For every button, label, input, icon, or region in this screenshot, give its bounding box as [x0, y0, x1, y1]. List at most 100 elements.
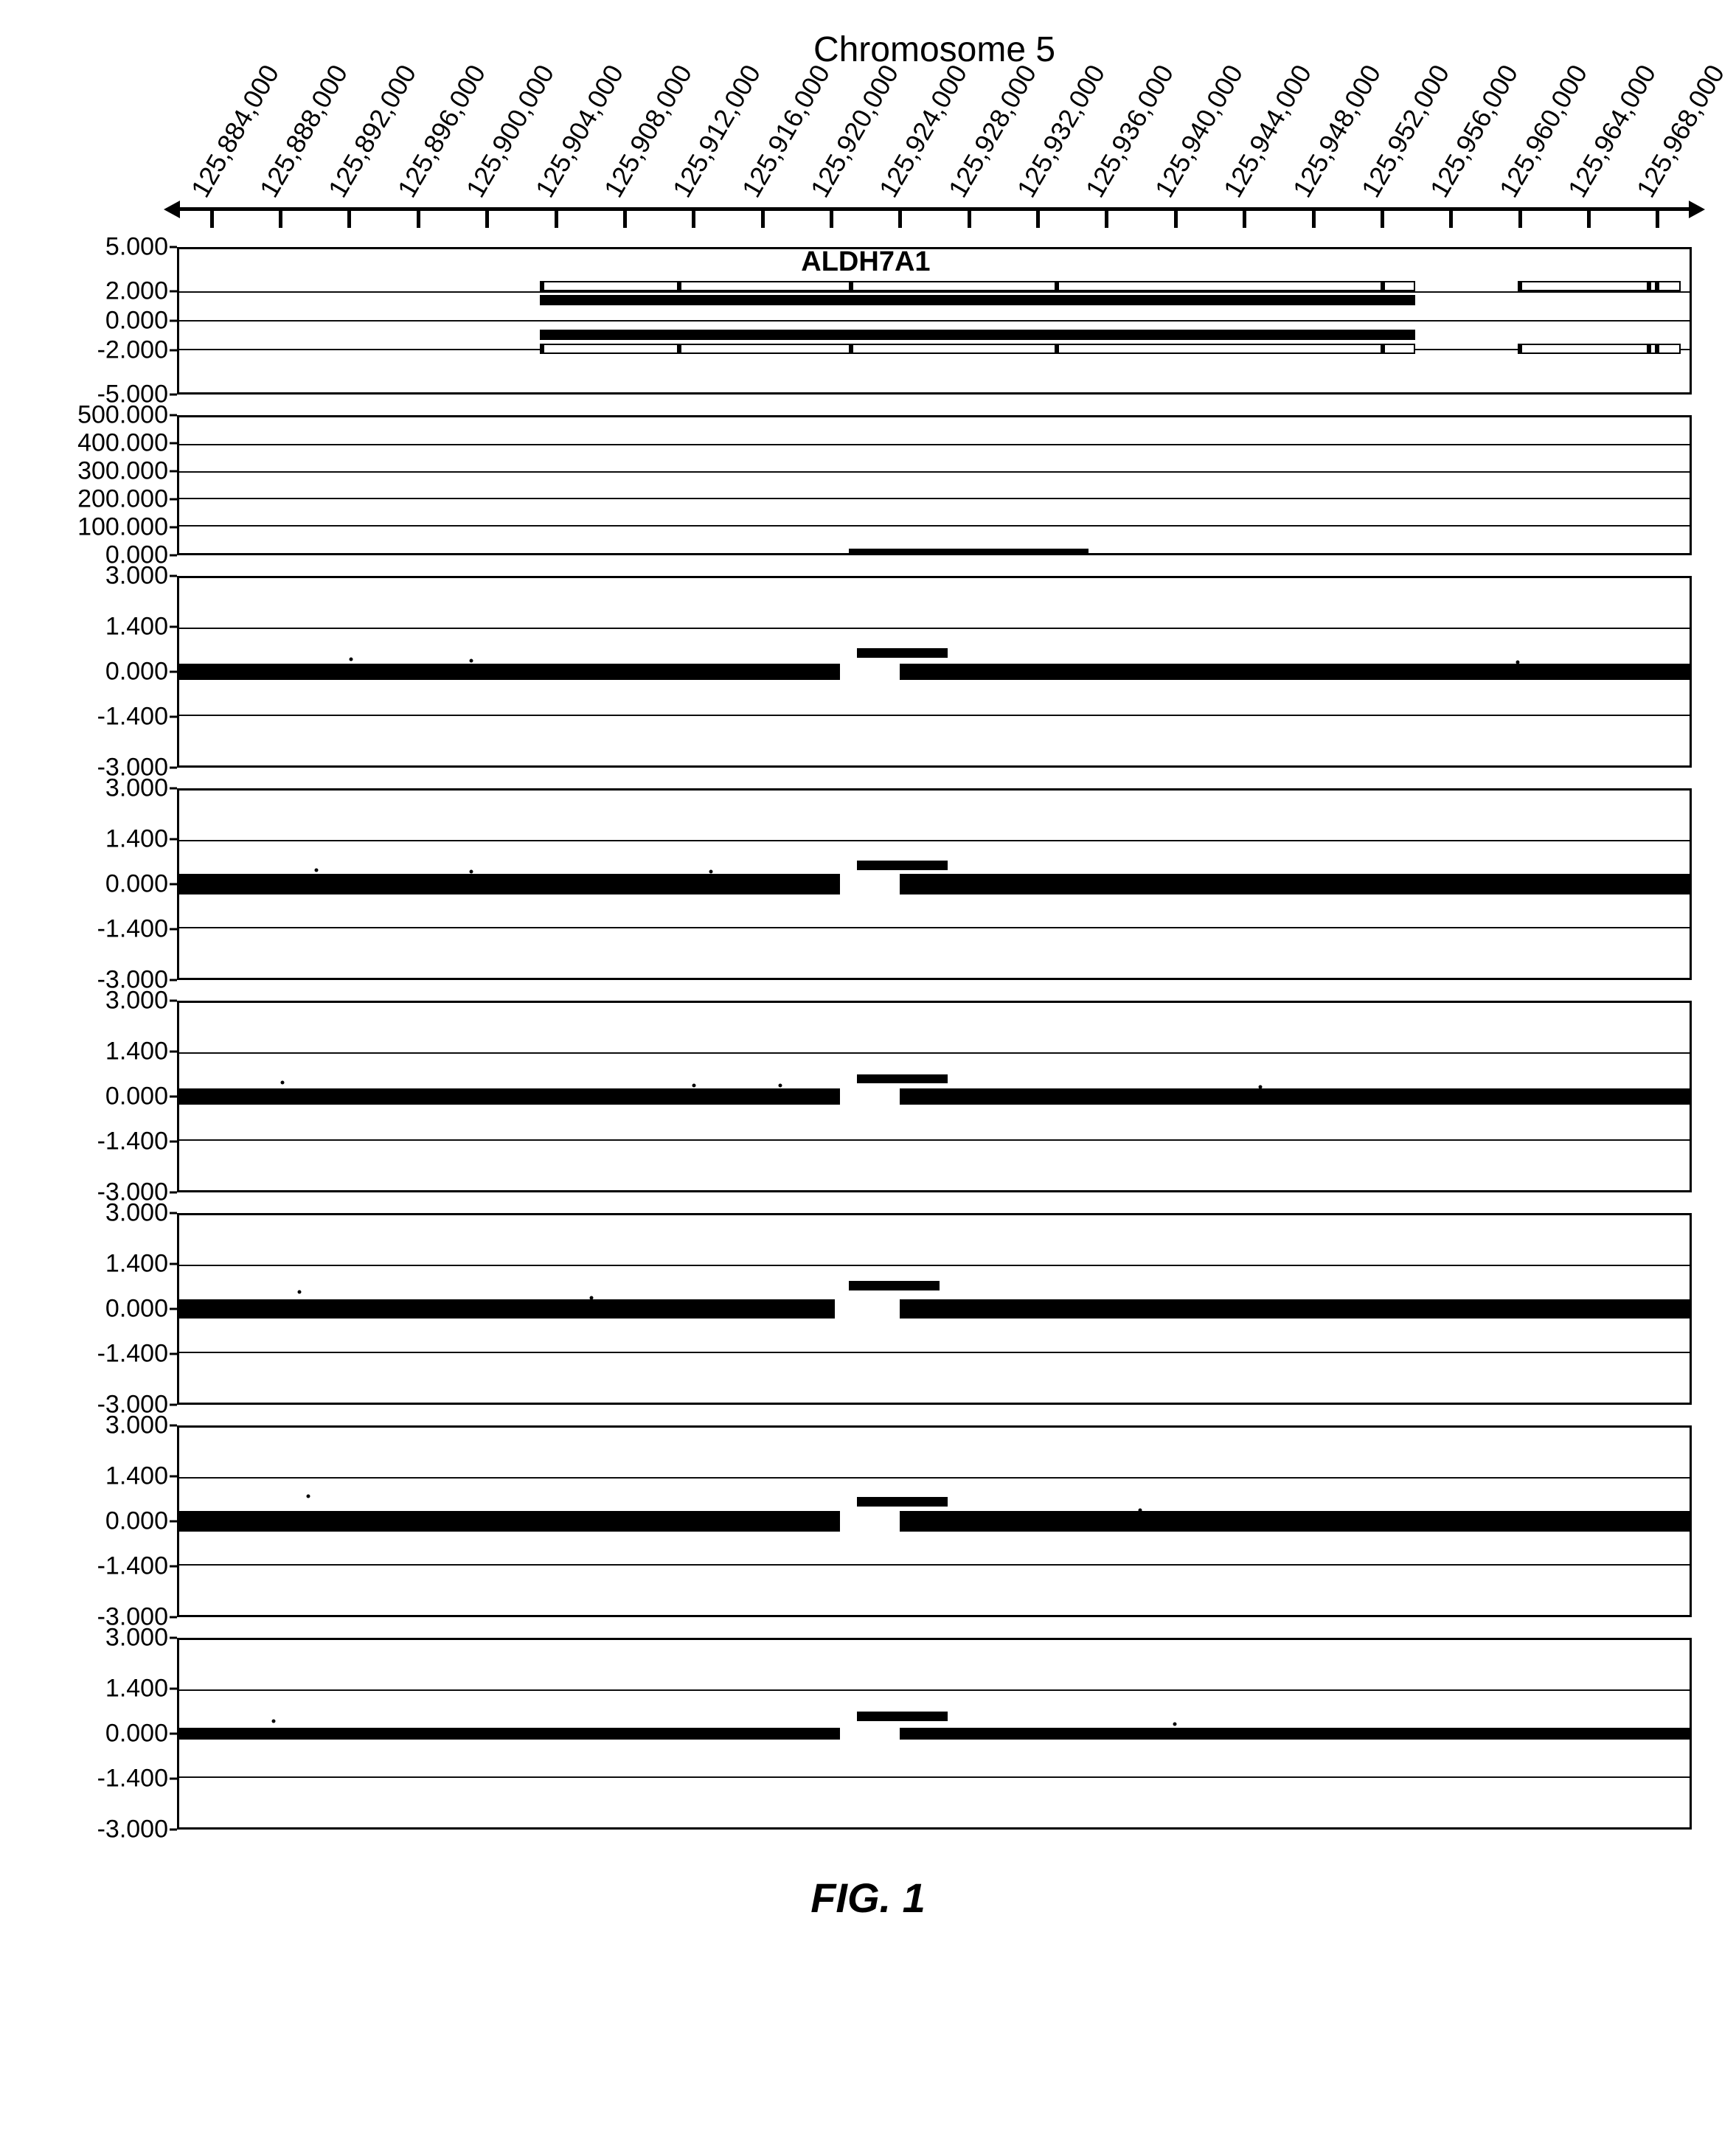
y-tick-mark [170, 246, 177, 249]
exon-mark [849, 281, 853, 291]
gene-transcript [540, 344, 1415, 354]
peak-mark [849, 1281, 940, 1290]
signal-band [179, 874, 1690, 894]
plot-area [177, 1213, 1692, 1405]
axis-arrow-right-icon [1689, 201, 1705, 218]
y-axis: 3.0001.4000.000-1.400-3.000 [44, 576, 177, 768]
x-tick-mark [761, 207, 765, 228]
plot-area [177, 788, 1692, 980]
y-tick-mark [170, 838, 177, 841]
x-tick-mark [1243, 207, 1246, 228]
band-gap [840, 1088, 900, 1105]
gridline [179, 1564, 1690, 1566]
data-dot [589, 1296, 593, 1300]
x-tick-mark [830, 207, 833, 228]
exon-mark [677, 281, 681, 291]
track-track7: 3.0001.4000.000-1.400-3.000 [44, 1425, 1692, 1617]
y-tick-label: -1.400 [50, 1552, 168, 1580]
plot-area [177, 1001, 1692, 1192]
gridline [179, 1776, 1690, 1778]
gene-transcript [540, 281, 1415, 291]
y-tick-mark [170, 1263, 177, 1265]
y-tick-label: 100.000 [50, 513, 168, 542]
y-axis: 3.0001.4000.000-1.400-3.000 [44, 1425, 177, 1617]
signal-band [179, 1299, 1690, 1318]
y-tick-label: 200.000 [50, 485, 168, 514]
y-tick-mark [170, 1096, 177, 1098]
x-tick-mark [1381, 207, 1384, 228]
data-dot [349, 658, 353, 661]
y-tick-mark [170, 928, 177, 930]
track-track4: 3.0001.4000.000-1.400-3.000 [44, 788, 1692, 980]
y-tick-label: 1.400 [50, 613, 168, 642]
gridline [179, 715, 1690, 716]
y-tick-label: 0.000 [50, 1295, 168, 1324]
exon-mark [540, 344, 544, 354]
y-tick-mark [170, 498, 177, 501]
y-tick-label: 0.000 [50, 1083, 168, 1111]
exon-mark [677, 344, 681, 354]
gridline [179, 291, 1690, 293]
x-tick-mark [1449, 207, 1453, 228]
y-tick-label: 0.000 [50, 307, 168, 336]
band-gap [840, 662, 900, 681]
peak-mark [857, 1712, 948, 1721]
y-tick-label: 0.000 [50, 658, 168, 687]
y-tick-label: 400.000 [50, 429, 168, 458]
y-tick-label: 1.400 [50, 1462, 168, 1491]
x-tick-mark [968, 207, 971, 228]
figure-caption: FIG. 1 [44, 1874, 1692, 1922]
y-axis: 3.0001.4000.000-1.400-3.000 [44, 788, 177, 980]
gridline [179, 525, 1690, 527]
peak-mark [857, 1497, 948, 1507]
x-tick-mark [1105, 207, 1108, 228]
gridline [179, 1352, 1690, 1353]
y-tick-mark [170, 394, 177, 396]
data-dot [709, 870, 713, 874]
y-tick-label: 5.000 [50, 233, 168, 262]
data-dot [1173, 1723, 1176, 1726]
tracks-container: 5.0002.0000.000-2.000-5.000ALDH7A1500.00… [44, 247, 1692, 1830]
plot-area [177, 576, 1692, 768]
y-tick-mark [170, 1637, 177, 1639]
x-tick-mark [1587, 207, 1591, 228]
exon-mark [1647, 281, 1651, 291]
gene-label: ALDH7A1 [801, 246, 930, 278]
y-tick-label: 3.000 [50, 1624, 168, 1653]
y-tick-mark [170, 527, 177, 529]
y-tick-mark [170, 291, 177, 293]
y-tick-label: -1.400 [50, 1764, 168, 1793]
y-tick-mark [170, 883, 177, 886]
y-tick-label: 2.000 [50, 277, 168, 306]
gridline [179, 1477, 1690, 1479]
data-dot [315, 868, 319, 872]
y-tick-label: 3.000 [50, 774, 168, 803]
y-tick-mark [170, 1000, 177, 1002]
y-tick-mark [170, 575, 177, 577]
plot-area: ALDH7A1 [177, 247, 1692, 395]
y-tick-mark [170, 626, 177, 628]
track-track3: 3.0001.4000.000-1.400-3.000 [44, 576, 1692, 768]
track-track5: 3.0001.4000.000-1.400-3.000 [44, 1001, 1692, 1192]
y-tick-mark [170, 1829, 177, 1831]
y-tick-label: 3.000 [50, 562, 168, 591]
y-tick-mark [170, 1733, 177, 1735]
data-dot [692, 1084, 696, 1088]
y-tick-label: 3.000 [50, 1411, 168, 1440]
signal-band [179, 1088, 1690, 1105]
x-tick-mark [417, 207, 420, 228]
y-tick-label: 3.000 [50, 1199, 168, 1228]
data-dot [1516, 661, 1520, 664]
y-tick-label: -1.400 [50, 914, 168, 943]
band-gap [840, 873, 900, 895]
y-tick-mark [170, 1521, 177, 1523]
y-axis: 3.0001.4000.000-1.400-3.000 [44, 1638, 177, 1830]
plot-area [177, 1425, 1692, 1617]
exon-mark [540, 281, 544, 291]
gridline [179, 927, 1690, 928]
y-tick-mark [170, 1565, 177, 1567]
data-dot [272, 1720, 276, 1723]
x-tick-mark [1036, 207, 1040, 228]
gridline [179, 628, 1690, 629]
y-tick-mark [170, 1777, 177, 1779]
